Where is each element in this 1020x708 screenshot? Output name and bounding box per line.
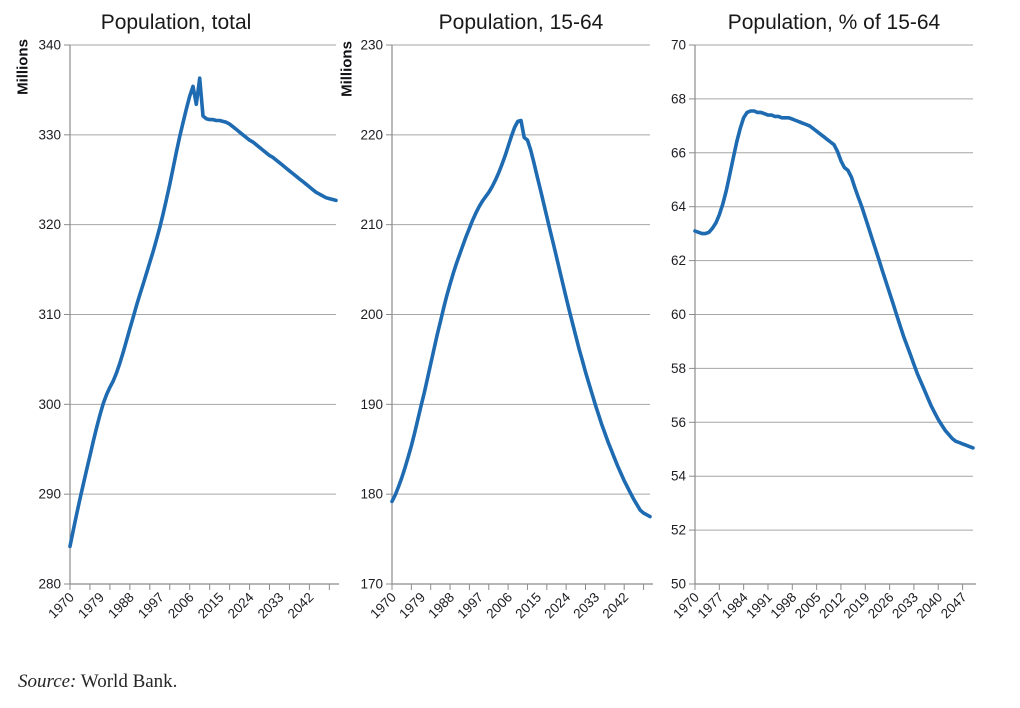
svg-text:220: 220 <box>360 127 383 142</box>
svg-text:1997: 1997 <box>135 590 167 622</box>
svg-text:2005: 2005 <box>792 590 824 622</box>
svg-text:2012: 2012 <box>816 590 848 622</box>
svg-text:2033: 2033 <box>570 590 602 622</box>
y-tick-labels: 170 180 190 200 210 220 230 <box>360 38 383 592</box>
svg-text:2019: 2019 <box>841 590 873 622</box>
svg-text:180: 180 <box>360 487 383 502</box>
series-line-population-pct-15-64 <box>693 109 975 450</box>
svg-text:50: 50 <box>671 577 686 592</box>
x-ticks <box>69 584 330 590</box>
svg-text:2033: 2033 <box>255 590 287 622</box>
svg-text:2047: 2047 <box>938 590 970 622</box>
svg-text:68: 68 <box>671 91 686 106</box>
svg-text:2006: 2006 <box>483 590 515 622</box>
svg-text:2024: 2024 <box>541 589 573 621</box>
y-gridlines <box>689 44 973 585</box>
svg-text:1970: 1970 <box>670 590 702 622</box>
svg-text:210: 210 <box>360 217 383 232</box>
svg-text:1984: 1984 <box>719 589 751 621</box>
svg-text:1977: 1977 <box>695 590 727 622</box>
chart-population-total: 280 290 300 310 320 330 340 1970197919881997200… <box>38 38 339 621</box>
svg-text:70: 70 <box>671 38 686 53</box>
series-line-population-total <box>68 76 338 549</box>
svg-text:190: 190 <box>360 397 383 412</box>
y-gridlines <box>64 44 336 585</box>
svg-text:310: 310 <box>38 307 61 322</box>
source-label: Source: <box>18 671 77 692</box>
source-note: Source: World Bank. <box>18 671 177 693</box>
svg-text:300: 300 <box>38 397 61 412</box>
svg-text:56: 56 <box>671 415 686 430</box>
svg-text:1997: 1997 <box>454 590 486 622</box>
svg-text:1991: 1991 <box>743 590 775 622</box>
svg-text:2042: 2042 <box>599 590 631 622</box>
svg-text:54: 54 <box>671 469 687 484</box>
svg-text:1979: 1979 <box>396 590 428 622</box>
svg-text:1988: 1988 <box>425 590 457 622</box>
svg-text:280: 280 <box>38 577 61 592</box>
svg-text:330: 330 <box>38 127 61 142</box>
svg-text:2006: 2006 <box>165 590 197 622</box>
chart-population-15-64: 170 180 190 200 210 220 230 1970197919881997200… <box>360 38 653 621</box>
series-line-population-15-64 <box>390 118 652 519</box>
y-tick-labels: 280 290 300 310 320 330 340 <box>38 38 61 592</box>
svg-text:170: 170 <box>360 577 383 592</box>
svg-text:52: 52 <box>671 523 686 538</box>
chart-population-pct-15-64: 50 52 54 56 58 60 62 64 66 68 70 197019771984199119… <box>670 38 976 621</box>
svg-text:60: 60 <box>671 307 686 322</box>
charts-canvas: 2802903003103203303401970197919881997200… <box>38 38 976 621</box>
svg-text:66: 66 <box>671 145 686 160</box>
svg-text:340: 340 <box>38 38 61 53</box>
svg-text:2026: 2026 <box>865 590 897 622</box>
svg-text:2033: 2033 <box>889 590 921 622</box>
source-text: World Bank. <box>76 671 178 692</box>
svg-text:62: 62 <box>671 253 686 268</box>
svg-text:200: 200 <box>360 307 383 322</box>
y-gridlines <box>386 44 650 585</box>
svg-text:1970: 1970 <box>367 590 399 622</box>
svg-text:64: 64 <box>671 199 687 214</box>
svg-text:290: 290 <box>38 487 61 502</box>
svg-text:2015: 2015 <box>195 590 227 622</box>
svg-text:1979: 1979 <box>75 590 107 622</box>
x-ticks <box>694 584 964 590</box>
svg-text:58: 58 <box>671 361 686 376</box>
chart-title-population-15-64: Population, 15-64 <box>438 11 604 34</box>
svg-text:2024: 2024 <box>225 589 257 621</box>
svg-text:2042: 2042 <box>285 590 317 622</box>
svg-text:2015: 2015 <box>512 590 544 622</box>
chart-title-population-pct-15-64: Population, % of 15-64 <box>727 11 941 34</box>
chart-title-population-total: Population, total <box>100 11 252 34</box>
x-ticks <box>391 584 645 590</box>
svg-text:230: 230 <box>360 38 383 53</box>
svg-text:1970: 1970 <box>45 590 77 622</box>
svg-text:1998: 1998 <box>768 590 800 622</box>
y-tick-labels: 50 52 54 56 58 60 62 64 66 68 70 <box>671 38 687 592</box>
svg-text:2040: 2040 <box>914 590 946 622</box>
svg-text:320: 320 <box>38 217 61 232</box>
svg-text:1988: 1988 <box>105 590 137 622</box>
x-tick-labels: 1970197719841991199820052012201920262033… <box>670 589 969 621</box>
